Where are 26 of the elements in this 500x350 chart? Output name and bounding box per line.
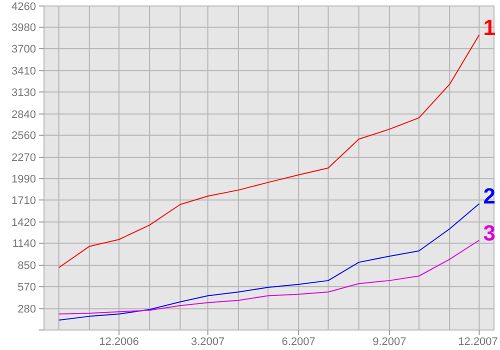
y-tick-label: 4260 (12, 0, 36, 13)
x-tick-label: 3.2007 (190, 336, 225, 348)
line-series (58, 34, 480, 268)
y-tick-label: 3700 (12, 43, 36, 56)
line-series (58, 203, 480, 321)
y-tick-label: 3410 (12, 66, 36, 78)
y-tick-label: 570 (18, 282, 36, 294)
y-tick-label: 1990 (12, 174, 36, 186)
x-tick-label: 6.2007 (282, 336, 316, 348)
y-tick-label: 1140 (12, 238, 36, 250)
x-tick-label: 12.2006 (99, 336, 139, 348)
series-label: 1 (483, 14, 496, 40)
y-tick-label: 850 (18, 260, 36, 272)
line-series (58, 240, 480, 315)
y-tick-label: 3980 (12, 22, 36, 34)
y-tick-label: 2270 (12, 152, 36, 164)
series-label: 3 (483, 220, 496, 246)
x-tick-label: 12.2007 (458, 336, 498, 348)
y-tick-label: 2560 (12, 130, 36, 142)
y-tick-label: 3130 (12, 86, 36, 99)
y-tick-label: 280 (18, 304, 36, 316)
series-label: 2 (483, 184, 496, 209)
x-tick-label: 9.2007 (372, 336, 406, 348)
y-tick-label: 1420 (12, 216, 36, 229)
y-tick-label: 2840 (12, 108, 36, 121)
y-tick-label: 1710 (12, 194, 36, 207)
